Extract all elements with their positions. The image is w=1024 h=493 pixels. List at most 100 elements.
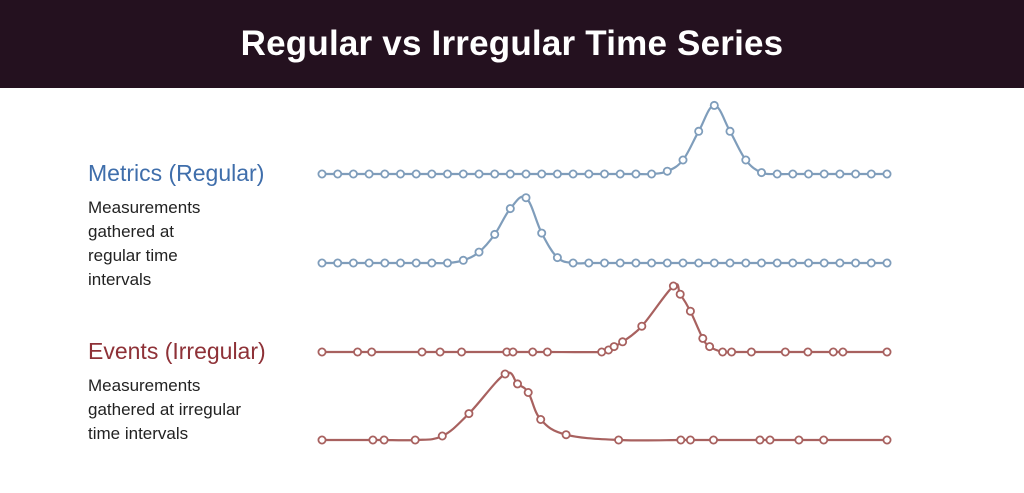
- metrics-series-1-point: [725, 126, 735, 136]
- metrics-series-1-point: [474, 169, 484, 179]
- events-series-1-point: [435, 347, 445, 357]
- metrics-description: Measurements gathered at regular time in…: [88, 198, 201, 289]
- events-series-2-point: [523, 387, 533, 397]
- events-series-1-point: [746, 347, 756, 357]
- metrics-series-2-point: [615, 258, 625, 268]
- metrics-series-1-point: [442, 169, 452, 179]
- events-series-1-point: [317, 347, 327, 357]
- metrics-series-2-point: [647, 258, 657, 268]
- metrics-series-2-point: [757, 258, 767, 268]
- events-series-1-point: [417, 347, 427, 357]
- events-series-1-point: [668, 281, 678, 291]
- metrics-series-2-line: [322, 195, 887, 265]
- events-series-1-point: [618, 337, 628, 347]
- events-series-2-point: [410, 435, 420, 445]
- metrics-series-1-point: [427, 169, 437, 179]
- events-series-2-point: [536, 414, 546, 424]
- events-series-2-line: [322, 371, 887, 442]
- metrics-series-1-point: [584, 169, 594, 179]
- metrics-series-1-point: [772, 169, 782, 179]
- metrics-series-2-point: [427, 258, 437, 268]
- metrics-series-1-point: [788, 169, 798, 179]
- metrics-series-2-point: [458, 255, 468, 265]
- events-series-1-point: [367, 347, 377, 357]
- events-series-1: [317, 281, 892, 357]
- events-series-1-point: [828, 347, 838, 357]
- events-title: Events (Irregular): [88, 338, 266, 364]
- events-series-2-point: [676, 435, 686, 445]
- metrics-series-2-point: [788, 258, 798, 268]
- metrics-series-2-point: [380, 258, 390, 268]
- metrics-series-2-point: [395, 258, 405, 268]
- events-series-1-point: [508, 347, 518, 357]
- metrics-series-2-point: [725, 258, 735, 268]
- metrics-series-1-point: [317, 169, 327, 179]
- metrics-series-2-point: [568, 258, 578, 268]
- metrics-series-1-point: [882, 169, 892, 179]
- events-series-1-point: [675, 289, 685, 299]
- metrics-series-2-point: [537, 228, 547, 238]
- metrics-series-1-point: [552, 169, 562, 179]
- metrics-series-1-point: [505, 169, 515, 179]
- events-series-2-point: [709, 435, 719, 445]
- events-series-1-point: [705, 342, 715, 352]
- metrics-series-1-point: [631, 169, 641, 179]
- metrics-series-1-line: [322, 104, 887, 176]
- events-series-1-point: [718, 347, 728, 357]
- metrics-series-1-point: [568, 169, 578, 179]
- metrics-series-2-point: [835, 258, 845, 268]
- events-series-2-point: [685, 435, 695, 445]
- events-series-2-point: [561, 430, 571, 440]
- events-series-1-point: [637, 321, 647, 331]
- metrics-series-2-point: [866, 258, 876, 268]
- metrics-series-2-point: [694, 258, 704, 268]
- metrics-series-2-point: [348, 258, 358, 268]
- metrics-series-2-point: [474, 247, 484, 257]
- events-series-2-point: [317, 435, 327, 445]
- events-series-2-point: [379, 435, 389, 445]
- events-series-1-point: [457, 347, 467, 357]
- events-series-1-point: [542, 347, 552, 357]
- metrics-series-2-point: [819, 258, 829, 268]
- events-series-2-point: [368, 435, 378, 445]
- metrics-series-1-point: [490, 169, 500, 179]
- metrics-series-2-point: [678, 258, 688, 268]
- metrics-series-2-point: [741, 258, 751, 268]
- metrics-series-1-point: [458, 169, 468, 179]
- events-series-2-point: [765, 435, 775, 445]
- events-series-1-point: [609, 342, 619, 352]
- events-series-1-point: [528, 347, 538, 357]
- events-series-1-point: [727, 347, 737, 357]
- events-series-2-point: [614, 435, 624, 445]
- metrics-title: Metrics (Regular): [88, 160, 265, 186]
- metrics-series-1-point: [411, 169, 421, 179]
- events-series-1-point: [685, 306, 695, 316]
- events-series-1-point: [803, 347, 813, 357]
- metrics-series-2-point: [600, 258, 610, 268]
- metrics-series-1-point: [395, 169, 405, 179]
- title-banner: Regular vs Irregular Time Series: [0, 0, 1024, 88]
- metrics-series-2-point: [317, 258, 327, 268]
- metrics-series-2-point: [631, 258, 641, 268]
- metrics-series-1-point: [741, 155, 751, 165]
- page-title: Regular vs Irregular Time Series: [240, 24, 784, 63]
- metrics-series-2-point: [505, 204, 515, 214]
- metrics-series-2-point: [552, 253, 562, 263]
- metrics-series-1-point: [615, 169, 625, 179]
- events-series-1-point: [780, 347, 790, 357]
- metrics-series-2-point: [584, 258, 594, 268]
- metrics-series-2: [317, 193, 892, 268]
- metrics-series-1-point: [662, 166, 672, 176]
- metrics-series-2-point: [882, 258, 892, 268]
- events-series-2: [317, 369, 892, 445]
- metrics-series-2-point: [364, 258, 374, 268]
- metrics-series-1-point: [348, 169, 358, 179]
- metrics-series-1-point: [678, 155, 688, 165]
- metrics-series-2-point: [662, 258, 672, 268]
- metrics-series-1-point: [851, 169, 861, 179]
- events-series-2-point: [755, 435, 765, 445]
- metrics-series-2-point: [521, 193, 531, 203]
- metrics-series-1-point: [333, 169, 343, 179]
- metrics-series-1-point: [757, 168, 767, 178]
